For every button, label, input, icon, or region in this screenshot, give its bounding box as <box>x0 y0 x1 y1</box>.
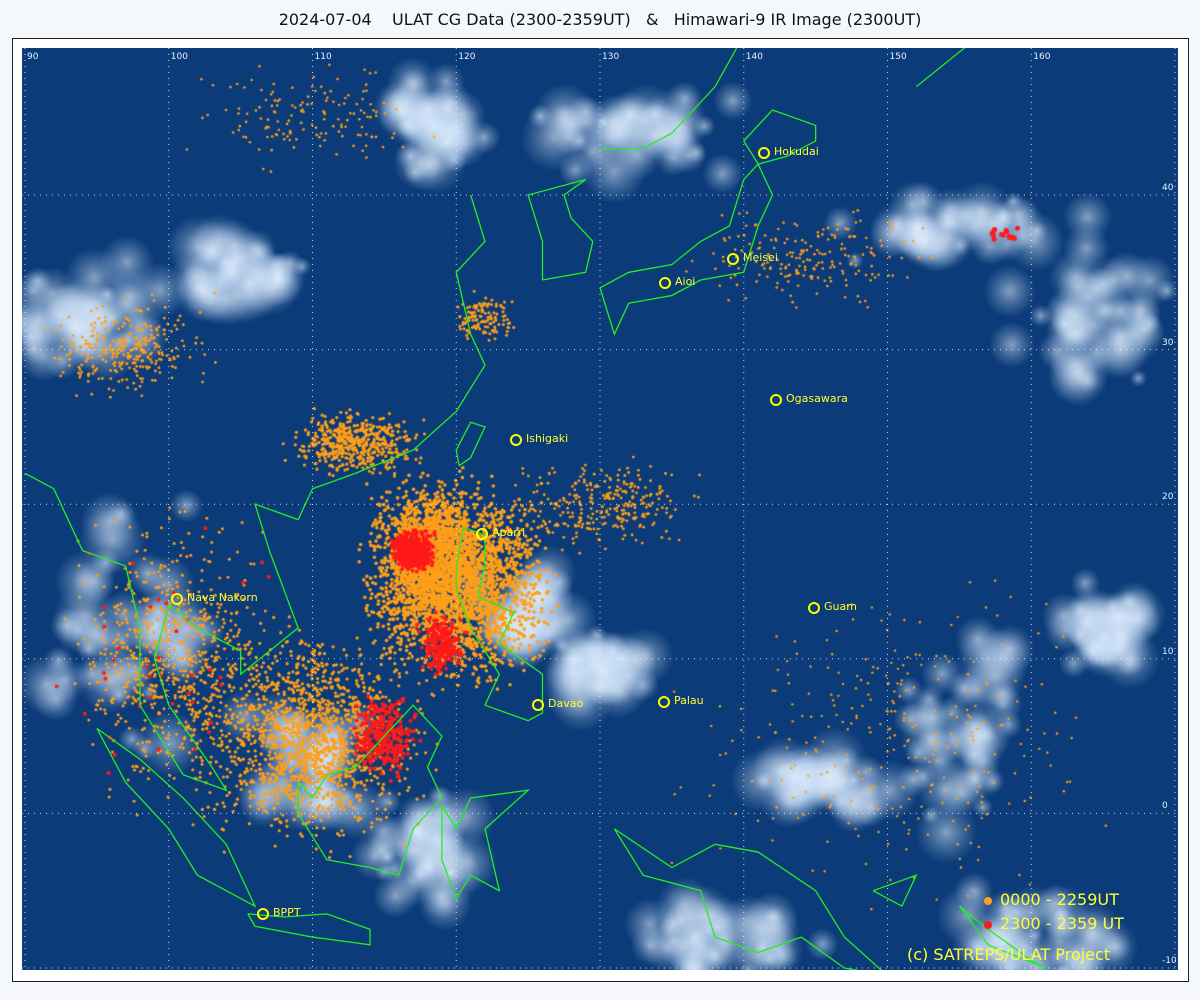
longitude-tick-label: 120 <box>458 52 476 62</box>
station-ring-icon <box>257 908 269 920</box>
station-ring-icon <box>770 394 782 406</box>
coastline <box>247 913 371 946</box>
station-label: Meisei <box>743 251 778 264</box>
coastline <box>872 874 918 908</box>
coastline <box>599 162 774 336</box>
longitude-tick-label: 150 <box>889 52 907 62</box>
station-ring-icon <box>758 147 770 159</box>
coastline <box>527 178 594 281</box>
lightning-map: 90100110120130140150160170403020100-10 H… <box>22 48 1178 970</box>
credit-text: (c) SATREPS/ULAT Project <box>907 945 1111 964</box>
station-label: BPPT <box>273 906 301 919</box>
coastline <box>455 421 486 467</box>
coastline <box>455 526 544 722</box>
station-label: Hokudai <box>774 145 819 158</box>
legend-item-recent: 2300 - 2359 UT <box>984 914 1124 933</box>
station-label: Ishigaki <box>526 432 569 445</box>
station-label: Guam <box>824 600 857 613</box>
station-ring-icon <box>808 602 820 614</box>
station-ring-icon <box>171 593 183 605</box>
station-ring-icon <box>510 434 522 446</box>
station-ring-icon <box>658 696 670 708</box>
coastline <box>24 194 486 792</box>
latitude-tick-label: -10 <box>1162 956 1177 966</box>
station-label: Palau <box>674 694 704 707</box>
station-ring-icon <box>659 277 671 289</box>
coastline <box>958 905 1046 969</box>
coastline <box>96 727 257 908</box>
station-label: Nava Nakorn <box>187 591 258 604</box>
legend-item-older: 0000 - 2259UT <box>984 890 1119 909</box>
latitude-tick-label: 30 <box>1162 337 1174 348</box>
latitude-tick-label: 40 <box>1162 183 1174 193</box>
station-label: Ogasawara <box>786 392 848 405</box>
legend-label: 0000 - 2259UT <box>1000 890 1119 909</box>
latitude-tick-label: 10 <box>1162 646 1174 657</box>
coastline <box>915 48 966 88</box>
coastline-grid-layer <box>22 48 1178 970</box>
longitude-tick-label: 170 <box>1177 52 1178 62</box>
red-dot-icon <box>984 920 992 929</box>
station-ring-icon <box>727 253 739 265</box>
coastline <box>297 704 443 877</box>
longitude-tick-label: 160 <box>1033 52 1051 62</box>
coastline <box>742 109 817 165</box>
longitude-tick-label: 100 <box>170 52 188 62</box>
station-ring-icon <box>532 699 544 711</box>
latitude-tick-label: 0 <box>1162 801 1168 812</box>
longitude-tick-label: 90 <box>27 52 39 62</box>
coastline <box>441 789 531 900</box>
station-label: Aioi <box>675 275 696 288</box>
orange-dot-icon <box>984 896 992 905</box>
legend-label: 2300 - 2359 UT <box>1000 914 1124 933</box>
coastline <box>600 48 738 150</box>
station-ring-icon <box>476 528 488 540</box>
station-label: Davao <box>548 697 584 710</box>
latitude-tick-label: 20 <box>1162 492 1174 503</box>
map-title: 2024-07-04 ULAT CG Data (2300-2359UT) & … <box>278 10 922 29</box>
longitude-tick-label: 130 <box>602 52 620 62</box>
longitude-tick-label: 110 <box>314 52 332 62</box>
longitude-tick-label: 140 <box>745 52 763 62</box>
coastline <box>613 828 883 970</box>
station-label: Aparri <box>492 526 526 539</box>
